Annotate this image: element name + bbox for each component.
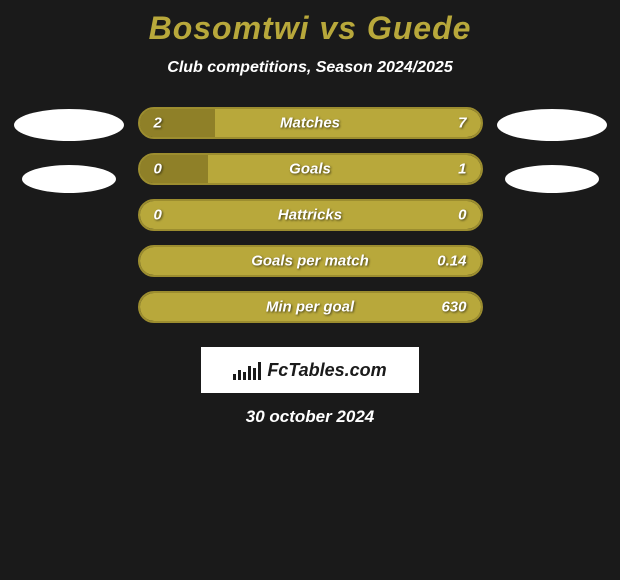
chart-icon	[233, 360, 261, 380]
subtitle: Club competitions, Season 2024/2025	[0, 59, 620, 77]
page-title: Bosomtwi vs Guede	[0, 10, 620, 47]
stat-value-right: 630	[441, 299, 466, 316]
watermark[interactable]: FcTables.com	[201, 347, 419, 393]
team-logo-left-2	[22, 165, 116, 193]
bar-fill-left	[140, 155, 208, 183]
team-logo-right-1	[497, 109, 607, 141]
stat-value-right: 1	[458, 161, 466, 178]
stat-label: Goals per match	[251, 253, 369, 270]
stat-row-goals: 0 Goals 1	[138, 153, 483, 185]
stat-value-left: 2	[154, 115, 162, 132]
stat-bars: 2 Matches 7 0 Goals 1 0 Hattricks 0 Go	[138, 107, 483, 323]
stats-container: Bosomtwi vs Guede Club competitions, Sea…	[0, 0, 620, 427]
stat-row-mpg: Min per goal 630	[138, 291, 483, 323]
stat-value-right: 7	[458, 115, 466, 132]
stat-value-right: 0	[458, 207, 466, 224]
stat-label: Min per goal	[266, 299, 354, 316]
team-logo-right-2	[505, 165, 599, 193]
stat-label: Hattricks	[278, 207, 342, 224]
stat-row-gpm: Goals per match 0.14	[138, 245, 483, 277]
date-text: 30 october 2024	[0, 407, 620, 427]
bar-fill-left	[140, 109, 215, 137]
right-logo-column	[497, 107, 607, 193]
stat-row-hattricks: 0 Hattricks 0	[138, 199, 483, 231]
stat-label: Goals	[289, 161, 331, 178]
stat-row-matches: 2 Matches 7	[138, 107, 483, 139]
team-logo-left-1	[14, 109, 124, 141]
stat-label: Matches	[280, 115, 340, 132]
watermark-text: FcTables.com	[267, 360, 386, 381]
stats-wrapper: 2 Matches 7 0 Goals 1 0 Hattricks 0 Go	[0, 107, 620, 323]
stat-value-left: 0	[154, 207, 162, 224]
left-logo-column	[14, 107, 124, 193]
stat-value-left: 0	[154, 161, 162, 178]
stat-value-right: 0.14	[437, 253, 466, 270]
